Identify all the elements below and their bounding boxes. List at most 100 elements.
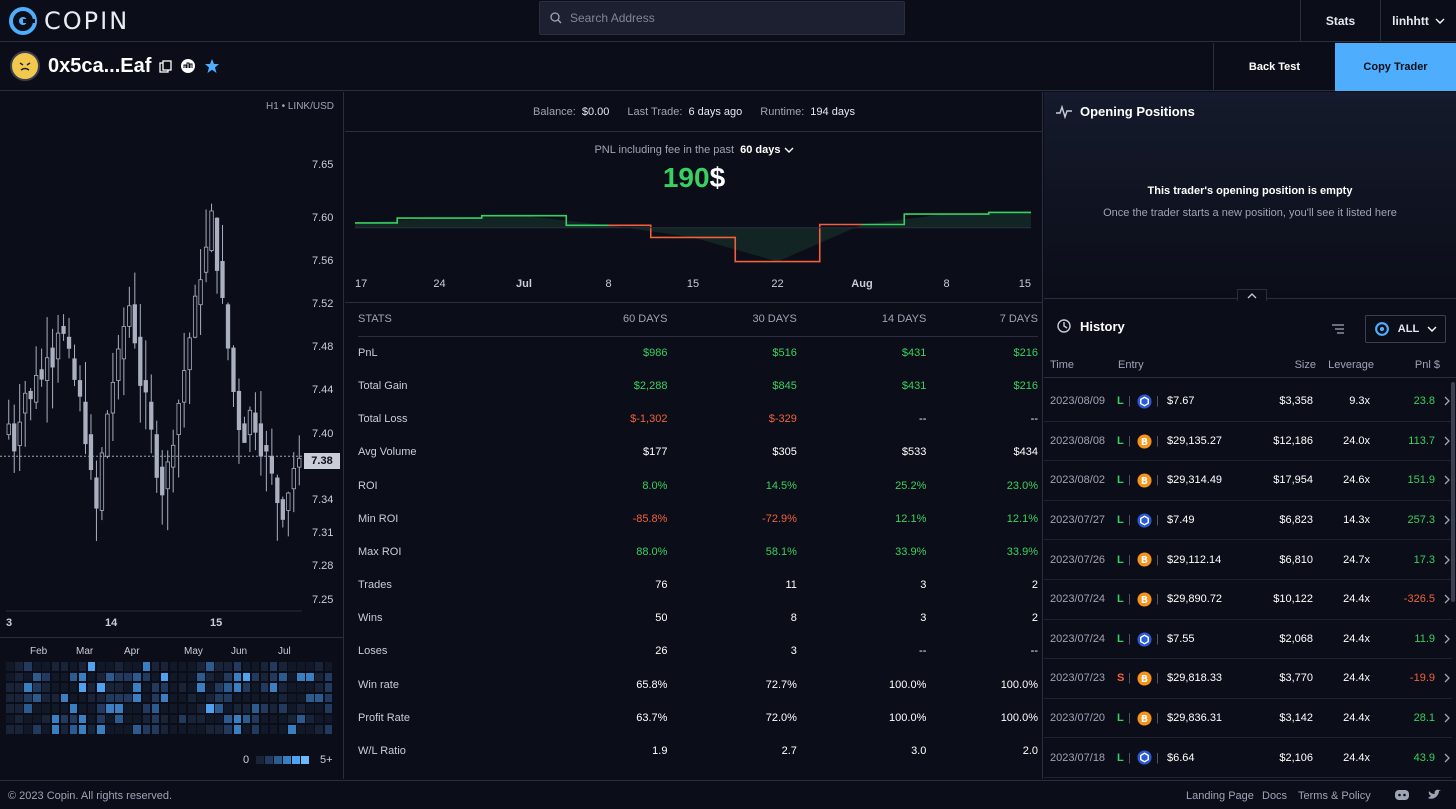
pnl-caption: PNL including fee in the past 60 days bbox=[345, 144, 1043, 156]
heatmap-cell bbox=[197, 693, 205, 702]
docs-link[interactable]: Docs bbox=[1262, 790, 1288, 802]
heatmap-cell bbox=[233, 725, 241, 734]
collapse-toggle[interactable] bbox=[1237, 289, 1267, 301]
history-pnl: 43.9 bbox=[1413, 751, 1435, 764]
stats-table: STATS 60 DAYS 30 DAYS 14 DAYS 7 DAYS PnL $986 $… bbox=[345, 302, 1043, 779]
stats-value: 8 bbox=[790, 612, 797, 625]
heatmap-cell bbox=[6, 662, 14, 671]
history-row[interactable]: 2023/07/24 L | | $7.55 $2,068 24.4x 11.9 bbox=[1044, 620, 1452, 660]
pnl-chart[interactable]: 17 24 Jul 8 15 22 Aug 8 15 bbox=[345, 202, 1043, 302]
stats-value: 100.0% bbox=[1000, 711, 1038, 724]
copin-logo[interactable]: COPIN bbox=[8, 6, 129, 36]
history-side: L bbox=[1117, 395, 1124, 408]
pnl-caption-text: PNL including fee in the past bbox=[594, 144, 735, 156]
user-menu[interactable]: linhhtt bbox=[1380, 0, 1456, 42]
history-row[interactable]: 2023/08/09 L | | $7.67 $3,358 9.3x 23.8 bbox=[1044, 382, 1452, 422]
heatmap-cell bbox=[24, 725, 32, 734]
stats-value: 12.1% bbox=[1006, 512, 1038, 525]
candle-body bbox=[286, 492, 291, 511]
svg-text:B: B bbox=[1141, 555, 1148, 566]
heatmap-cell bbox=[251, 683, 260, 692]
history-size: $3,770 bbox=[1279, 672, 1313, 685]
footer: © 2023 Copin. All rights reserved. Landi… bbox=[0, 780, 1456, 809]
history-header: History ALL bbox=[1044, 302, 1456, 352]
svg-text:B: B bbox=[1141, 714, 1148, 725]
heatmap-cell bbox=[206, 704, 214, 713]
history-row[interactable]: 2023/07/23 S | B | $29,818.33 $3,770 24.4x -19.9 bbox=[1044, 659, 1452, 699]
heatmap-cell bbox=[133, 714, 141, 723]
filter-icon[interactable] bbox=[1331, 323, 1345, 335]
explorer-icon[interactable] bbox=[180, 58, 196, 74]
chevron-right-icon bbox=[1444, 515, 1450, 525]
history-size: $2,106 bbox=[1279, 751, 1313, 764]
heatmap-cell bbox=[269, 683, 278, 692]
heatmap-cell bbox=[42, 725, 50, 734]
history-row[interactable]: 2023/07/24 L | B | $29,890.72 $10,122 24.4x -326… bbox=[1044, 580, 1452, 620]
history-scrollbar[interactable] bbox=[1451, 382, 1455, 602]
heatmap-cell bbox=[288, 704, 296, 713]
heatmap-cell bbox=[60, 683, 69, 692]
history-row[interactable]: 2023/07/26 L | B | $29,112.14 $6,810 24.7x 17.3 bbox=[1044, 540, 1452, 580]
heatmap-cell bbox=[60, 662, 69, 671]
asset-filter-dropdown[interactable]: ALL bbox=[1365, 315, 1446, 343]
copy-trader-button[interactable]: Copy Trader bbox=[1335, 43, 1456, 91]
history-pnl: 17.3 bbox=[1413, 553, 1435, 566]
candle-body bbox=[258, 423, 264, 457]
stats-value: 2 bbox=[1031, 579, 1038, 592]
heatmap-cell bbox=[215, 714, 223, 723]
stats-label: Total Gain bbox=[358, 379, 408, 392]
heatmap-cell bbox=[297, 662, 305, 671]
heatmap-cell bbox=[6, 683, 14, 692]
y-tick: 7.52 bbox=[312, 298, 334, 310]
heatmap-cell bbox=[124, 714, 132, 723]
history-row[interactable]: 2023/08/02 L | B | $29,314.49 $17,954 24.6x 151.… bbox=[1044, 461, 1452, 501]
history-row[interactable]: 2023/08/08 L | B | $29,135.27 $12,186 24.0x 113.… bbox=[1044, 422, 1452, 462]
heatmap-cell bbox=[279, 704, 287, 713]
month-label: Mar bbox=[76, 646, 94, 657]
star-icon[interactable] bbox=[204, 58, 220, 74]
candle-body bbox=[253, 412, 258, 433]
heatmap-cell bbox=[279, 693, 287, 702]
heatmap-cell bbox=[206, 693, 214, 702]
heatmap-cell bbox=[115, 714, 123, 723]
stats-value: $516 bbox=[772, 347, 797, 360]
history-row[interactable]: 2023/07/20 L | B | $29,836.31 $3,142 24.4x 28.1 bbox=[1044, 699, 1452, 739]
heatmap-cell bbox=[297, 704, 305, 713]
heatmap-cell bbox=[188, 683, 196, 692]
candle-body bbox=[160, 466, 165, 496]
terms-link[interactable]: Terms & Policy bbox=[1298, 790, 1371, 802]
heatmap-cell bbox=[242, 693, 251, 702]
history-pnl: 11.9 bbox=[1414, 632, 1435, 645]
landing-page-link[interactable]: Landing Page bbox=[1186, 790, 1254, 802]
history-pnl: 257.3 bbox=[1407, 514, 1435, 527]
candle-body bbox=[44, 357, 50, 381]
heatmap-cell bbox=[142, 683, 150, 692]
heatmap-cell bbox=[197, 704, 205, 713]
back-test-button[interactable]: Back Test bbox=[1213, 43, 1335, 91]
stats-row: Min ROI -85.8% -72.9% 12.1% 12.1% bbox=[358, 502, 1038, 535]
search-input[interactable] bbox=[570, 11, 870, 25]
heatmap-cell bbox=[6, 693, 14, 702]
btc-icon: B bbox=[1137, 434, 1152, 449]
history-time: 2023/07/24 bbox=[1050, 593, 1106, 606]
period-select[interactable]: 60 days bbox=[740, 144, 794, 156]
heatmap-cell bbox=[115, 693, 123, 702]
stats-nav-button[interactable]: Stats bbox=[1300, 0, 1380, 42]
copy-icon[interactable] bbox=[159, 59, 173, 73]
search-box[interactable] bbox=[539, 1, 905, 35]
heatmap-cell bbox=[33, 704, 41, 713]
heatmap-cell bbox=[224, 662, 232, 671]
history-row[interactable]: 2023/07/27 L | | $7.49 $6,823 14.3x 257.3 bbox=[1044, 501, 1452, 541]
discord-icon[interactable] bbox=[1394, 789, 1410, 801]
price-panel: H1 • LINK/USD 7.65 7.60 7.56 7.52 7.48 7… bbox=[0, 92, 344, 779]
candlestick-chart[interactable] bbox=[0, 92, 344, 637]
twitter-icon[interactable] bbox=[1427, 789, 1441, 801]
candle-body bbox=[55, 332, 61, 360]
candle-body bbox=[176, 403, 181, 436]
heatmap-cell bbox=[224, 714, 232, 723]
history-leverage: 14.3x bbox=[1343, 514, 1370, 527]
history-entry: $29,314.49 bbox=[1167, 474, 1223, 487]
history-row[interactable]: 2023/07/18 L | | $6.64 $2,106 24.4x 43.9 bbox=[1044, 738, 1452, 778]
heatmap-cell bbox=[33, 683, 41, 692]
heatmap-cell bbox=[269, 693, 278, 702]
